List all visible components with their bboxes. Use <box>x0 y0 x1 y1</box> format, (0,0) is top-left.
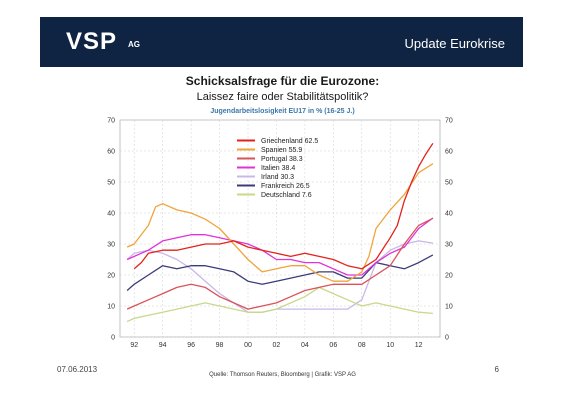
legend-label: Deutschland 7.6 <box>261 192 312 199</box>
x-tick-label: 94 <box>159 342 167 349</box>
header-title: Update Eurokrise <box>404 36 505 51</box>
y-tick-label-right: 0 <box>445 335 449 342</box>
y-tick-label-left: 10 <box>107 304 115 311</box>
x-tick-label: 06 <box>329 342 337 349</box>
header-bar: VSP AG Update Eurokrise <box>40 17 523 67</box>
series-line-5 <box>126 254 434 291</box>
legend-label: Portugal 38.3 <box>261 156 303 163</box>
page-number: 6 <box>494 365 499 374</box>
x-tick-label: 12 <box>415 342 423 349</box>
footer-source: Quelle: Thomson Reuters, Bloomberg | Gra… <box>209 372 356 378</box>
y-tick-label-right: 30 <box>445 242 453 249</box>
x-tick-label: 08 <box>358 342 366 349</box>
x-tick-label: 04 <box>301 342 309 349</box>
x-tick-label: 98 <box>216 342 224 349</box>
series-line-0 <box>133 142 434 270</box>
legend-label: Italien 38.4 <box>261 165 295 172</box>
y-tick-label-left: 0 <box>111 335 115 342</box>
y-tick-label-left: 40 <box>107 211 115 218</box>
logo-suffix: AG <box>128 40 140 49</box>
y-tick-label-right: 60 <box>445 149 453 156</box>
chart-title: Jugendarbeitslosigkeit EU17 in % (16-25 … <box>210 108 355 115</box>
legend-label: Spanien 55.9 <box>261 147 302 154</box>
x-tick-label: 02 <box>273 342 281 349</box>
x-tick-label: 96 <box>187 342 195 349</box>
x-tick-label: 00 <box>244 342 252 349</box>
series-line-3 <box>126 217 434 276</box>
y-tick-label-right: 40 <box>445 211 453 218</box>
y-tick-label-right: 70 <box>445 118 453 125</box>
y-tick-label-right: 10 <box>445 304 453 311</box>
legend-label: Frankreich 26.5 <box>261 183 310 190</box>
footer-date: 07.06.2013 <box>57 365 98 374</box>
slide-subtitle: Laissez faire oder Stabilitätspolitik? <box>196 91 369 103</box>
y-tick-label-left: 70 <box>107 118 115 125</box>
y-tick-label-right: 20 <box>445 273 453 280</box>
legend-label: Griechenland 62.5 <box>261 138 318 145</box>
slide-title: Schicksalsfrage für die Eurozone: <box>185 74 380 88</box>
y-tick-label-left: 20 <box>107 273 115 280</box>
x-tick-label: 92 <box>130 342 138 349</box>
legend-label: Irland 30.3 <box>261 174 294 181</box>
y-tick-label-left: 50 <box>107 180 115 187</box>
y-tick-label-right: 50 <box>445 180 453 187</box>
y-tick-label-left: 60 <box>107 149 115 156</box>
series-line-6 <box>126 286 433 323</box>
series-line-2 <box>126 217 434 310</box>
y-tick-label-left: 30 <box>107 242 115 249</box>
series-line-1 <box>126 163 434 282</box>
logo: VSP <box>66 28 118 55</box>
x-tick-label: 10 <box>386 342 394 349</box>
